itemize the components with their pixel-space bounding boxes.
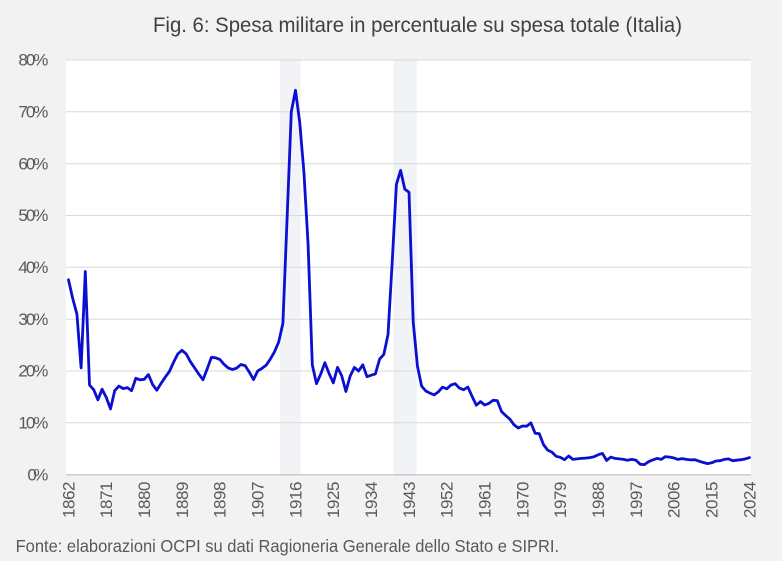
svg-text:0%: 0%: [27, 465, 48, 484]
svg-text:20%: 20%: [18, 362, 48, 381]
svg-text:1943: 1943: [400, 482, 419, 519]
svg-text:10%: 10%: [18, 414, 48, 433]
svg-text:1961: 1961: [476, 482, 495, 519]
svg-text:2006: 2006: [665, 482, 684, 519]
svg-text:1934: 1934: [362, 482, 381, 519]
svg-text:1907: 1907: [249, 482, 268, 519]
svg-text:1979: 1979: [551, 482, 570, 519]
svg-text:1862: 1862: [59, 482, 78, 519]
svg-text:30%: 30%: [18, 310, 48, 329]
svg-text:1898: 1898: [211, 482, 230, 519]
svg-text:Fonte: elaborazioni OCPI su da: Fonte: elaborazioni OCPI su dati Ragione…: [16, 536, 560, 556]
svg-text:1871: 1871: [97, 482, 116, 519]
svg-text:70%: 70%: [18, 103, 48, 122]
svg-text:40%: 40%: [18, 258, 48, 277]
svg-text:80%: 80%: [18, 51, 48, 70]
svg-text:1925: 1925: [324, 482, 343, 519]
svg-text:1997: 1997: [627, 482, 646, 519]
svg-text:50%: 50%: [18, 206, 48, 225]
svg-text:2015: 2015: [703, 482, 722, 519]
svg-text:1988: 1988: [589, 482, 608, 519]
svg-text:Fig. 6: Spesa militare in perc: Fig. 6: Spesa militare in percentuale su…: [153, 13, 682, 37]
svg-text:1970: 1970: [513, 482, 532, 519]
svg-text:60%: 60%: [18, 154, 48, 173]
svg-text:1952: 1952: [438, 482, 457, 519]
svg-text:2024: 2024: [740, 482, 759, 519]
svg-text:1916: 1916: [286, 482, 305, 519]
svg-text:1880: 1880: [135, 482, 154, 519]
svg-text:1889: 1889: [173, 482, 192, 519]
